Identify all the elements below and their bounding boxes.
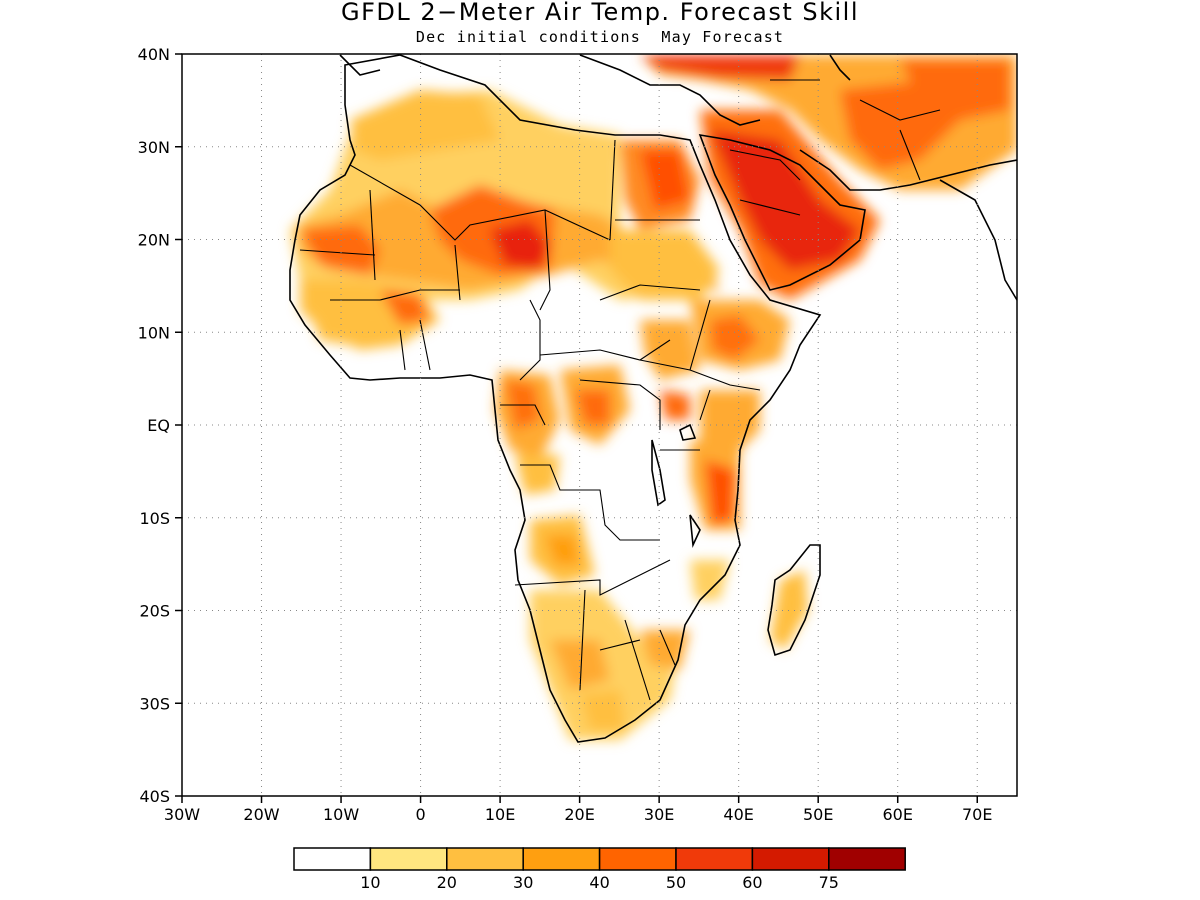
lon-tick-label: 10W [323, 805, 359, 824]
lon-tick-label: 20E [564, 805, 594, 824]
lat-tick-label: EQ [147, 416, 170, 435]
lat-tick-label: 30N [138, 138, 170, 157]
chart-subtitle: Dec initial conditions May Forecast [415, 28, 785, 46]
chart-title: GFDL 2−Meter Air Temp. Forecast Skill [340, 0, 860, 26]
legend-label: 40 [589, 873, 609, 892]
lon-tick-label: 50E [803, 805, 833, 824]
legend-swatch [522, 847, 601, 871]
legend-swatch [293, 847, 372, 871]
gridlines [182, 54, 1017, 796]
lon-tick-label: 60E [882, 805, 912, 824]
lat-tick-label: 20N [138, 231, 170, 250]
lat-tick-label: 40S [139, 787, 170, 806]
legend-swatch [446, 847, 524, 871]
legend-label: 20 [437, 873, 457, 892]
latitude-axis: 40N 30N 20N 10N EQ 10S 20S 30S 40S [138, 45, 182, 806]
lon-tick-label: 30W [164, 805, 200, 824]
legend-swatch [675, 847, 754, 871]
legend-swatch [369, 847, 448, 871]
legend-swatch [598, 847, 677, 871]
lon-tick-label: 40E [723, 805, 753, 824]
lat-tick-label: 40N [138, 45, 170, 64]
longitude-axis: 30W 20W 10W 0 10E 20E 30E 40E 50E 60E 70E [164, 796, 992, 824]
coastline [289, 54, 1017, 743]
lon-tick-label: 10E [485, 805, 515, 824]
country-borders [299, 79, 941, 701]
lon-tick-label: 20W [243, 805, 279, 824]
lat-tick-label: 20S [139, 602, 170, 621]
legend-swatch [828, 847, 906, 871]
legend-swatch [751, 847, 830, 871]
lon-tick-label: 0 [415, 805, 425, 824]
lat-tick-label: 10S [139, 509, 170, 528]
legend-label: 50 [666, 873, 686, 892]
skill-shading [290, 55, 1017, 740]
lon-tick-label: 70E [962, 805, 992, 824]
legend-label: 30 [513, 873, 533, 892]
lat-tick-label: 10N [138, 323, 170, 342]
legend-label: 60 [742, 873, 762, 892]
lat-tick-label: 30S [139, 694, 170, 713]
legend-label: 75 [819, 873, 839, 892]
legend-label: 10 [360, 873, 380, 892]
lon-tick-label: 30E [644, 805, 674, 824]
color-legend: 10 20 30 40 50 60 75 [293, 847, 906, 892]
